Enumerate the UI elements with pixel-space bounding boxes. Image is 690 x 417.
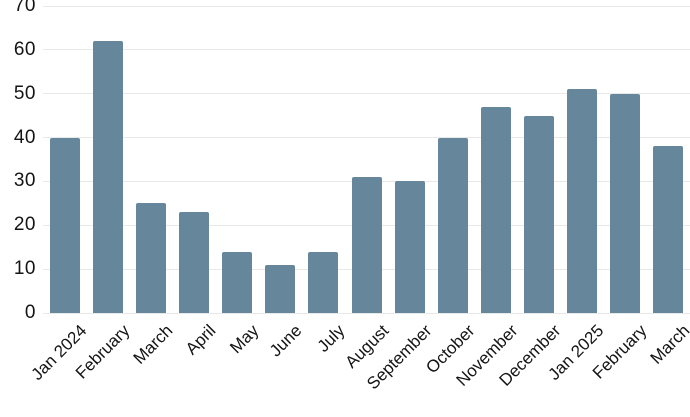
bar-march xyxy=(653,146,684,313)
bar-december xyxy=(524,115,555,313)
y-axis-tick-label: 10 xyxy=(13,258,36,280)
bar-april xyxy=(178,212,209,313)
y-axis-tick-label: 20 xyxy=(13,214,36,236)
bar-jan-2024 xyxy=(49,137,80,313)
y-axis-tick-label: 40 xyxy=(13,126,36,148)
bar-august xyxy=(351,177,382,313)
y-axis-tick-label: 70 xyxy=(13,0,36,16)
x-axis-label: June xyxy=(266,321,306,361)
x-axis-label: March xyxy=(647,321,690,368)
bar-may xyxy=(222,251,253,313)
gridline-60 xyxy=(43,49,690,51)
x-axis-label: March xyxy=(129,321,177,368)
x-axis-label: July xyxy=(313,321,349,356)
y-axis-tick-label: 50 xyxy=(13,82,36,104)
gridline-70 xyxy=(43,5,690,7)
bar-september xyxy=(394,181,425,313)
gridline-0 xyxy=(43,312,690,314)
bar-february xyxy=(92,41,123,313)
bar-november xyxy=(480,106,511,313)
gridline-50 xyxy=(43,93,690,95)
y-axis-tick-label: 30 xyxy=(13,170,36,192)
y-axis-tick-label: 60 xyxy=(13,38,36,60)
bar-june xyxy=(265,264,296,313)
x-axis-label: May xyxy=(226,321,263,358)
gridline-40 xyxy=(43,137,690,139)
bar-february xyxy=(610,93,641,313)
plot-area xyxy=(43,5,690,314)
bar-july xyxy=(308,251,339,313)
y-axis-tick-label: 0 xyxy=(24,302,36,323)
bar-october xyxy=(437,137,468,313)
bar-march xyxy=(135,203,166,313)
bar-jan-2025 xyxy=(567,89,598,313)
x-axis-label: April xyxy=(181,321,220,359)
